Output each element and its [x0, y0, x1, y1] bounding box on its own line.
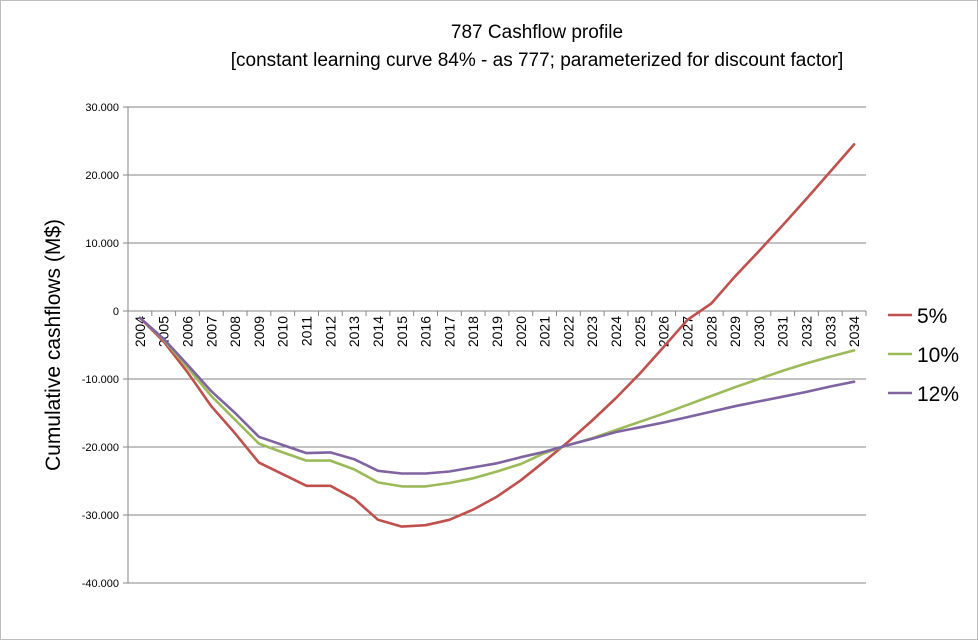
x-tick-label: 2019	[489, 316, 505, 347]
x-tick-label: 2012	[322, 316, 338, 347]
x-tick-label: 2033	[822, 316, 838, 347]
chart-title: 787 Cashflow profile	[451, 22, 623, 43]
x-tick-label: 2007	[203, 316, 219, 347]
y-tick-label: -10.000	[82, 374, 119, 386]
x-tick-label: 2017	[441, 316, 457, 347]
x-tick-label: 2006	[180, 316, 196, 347]
x-tick-label: 2026	[656, 316, 672, 347]
y-tick-label: 0	[113, 306, 119, 318]
y-axis-label: Cumulative cashflows (M$)	[42, 219, 65, 471]
x-tick-label: 2032	[798, 316, 814, 347]
chart-subtitle: [constant learning curve 84% - as 777; p…	[231, 50, 844, 71]
y-tick-labels: 30.000 20.000 10.000 0 -10.000 -20.000 -30.000…	[82, 102, 119, 590]
y-tick-label: -20.000	[82, 442, 119, 454]
x-tick-label: 2029	[727, 316, 743, 347]
x-tick-label: 2015	[394, 316, 410, 347]
x-tick-label: 2022	[560, 316, 576, 347]
x-tick-label: 2008	[227, 316, 243, 347]
x-tick-label: 2031	[775, 316, 791, 347]
x-tick-label: 2016	[418, 316, 434, 347]
x-tick-label: 2030	[751, 316, 767, 347]
x-tick-label: 2023	[584, 316, 600, 347]
legend-label: 12%	[917, 383, 959, 406]
x-tick-label: 2024	[608, 316, 624, 347]
y-tick-label: -30.000	[82, 510, 119, 522]
x-tick-label: 2028	[703, 316, 719, 347]
series-line-1	[138, 316, 856, 488]
legend-label: 5%	[917, 305, 947, 328]
x-tick-label: 2018	[465, 316, 481, 347]
series-line-0	[138, 143, 856, 528]
x-tick-label: 2020	[513, 316, 529, 347]
legend-label: 10%	[917, 344, 959, 367]
y-tick-label: 30.000	[85, 102, 119, 114]
plot-axis	[127, 107, 867, 583]
x-tick-labels: 2004 2005 2006 2007 2008 2009 2010 2011 2012 2013…	[132, 316, 862, 347]
x-tick-label: 2011	[299, 316, 315, 346]
x-tick-label: 2014	[370, 316, 386, 347]
series-line-2	[138, 316, 856, 475]
y-tick-label: 10.000	[85, 238, 119, 250]
x-tick-label: 2021	[537, 316, 553, 347]
x-tick-label: 2034	[846, 316, 862, 347]
series-lines	[138, 143, 856, 528]
x-tick-label: 2025	[632, 316, 648, 347]
x-tick-label: 2010	[275, 316, 291, 347]
x-tick-label: 2009	[251, 316, 267, 347]
legend: 5% 10% 12%	[888, 305, 959, 406]
x-tick-label: 2004	[132, 316, 148, 347]
y-tick-label: 20.000	[85, 170, 119, 182]
x-tick-label: 2013	[346, 316, 362, 347]
y-tick-label: -40.000	[82, 578, 119, 590]
